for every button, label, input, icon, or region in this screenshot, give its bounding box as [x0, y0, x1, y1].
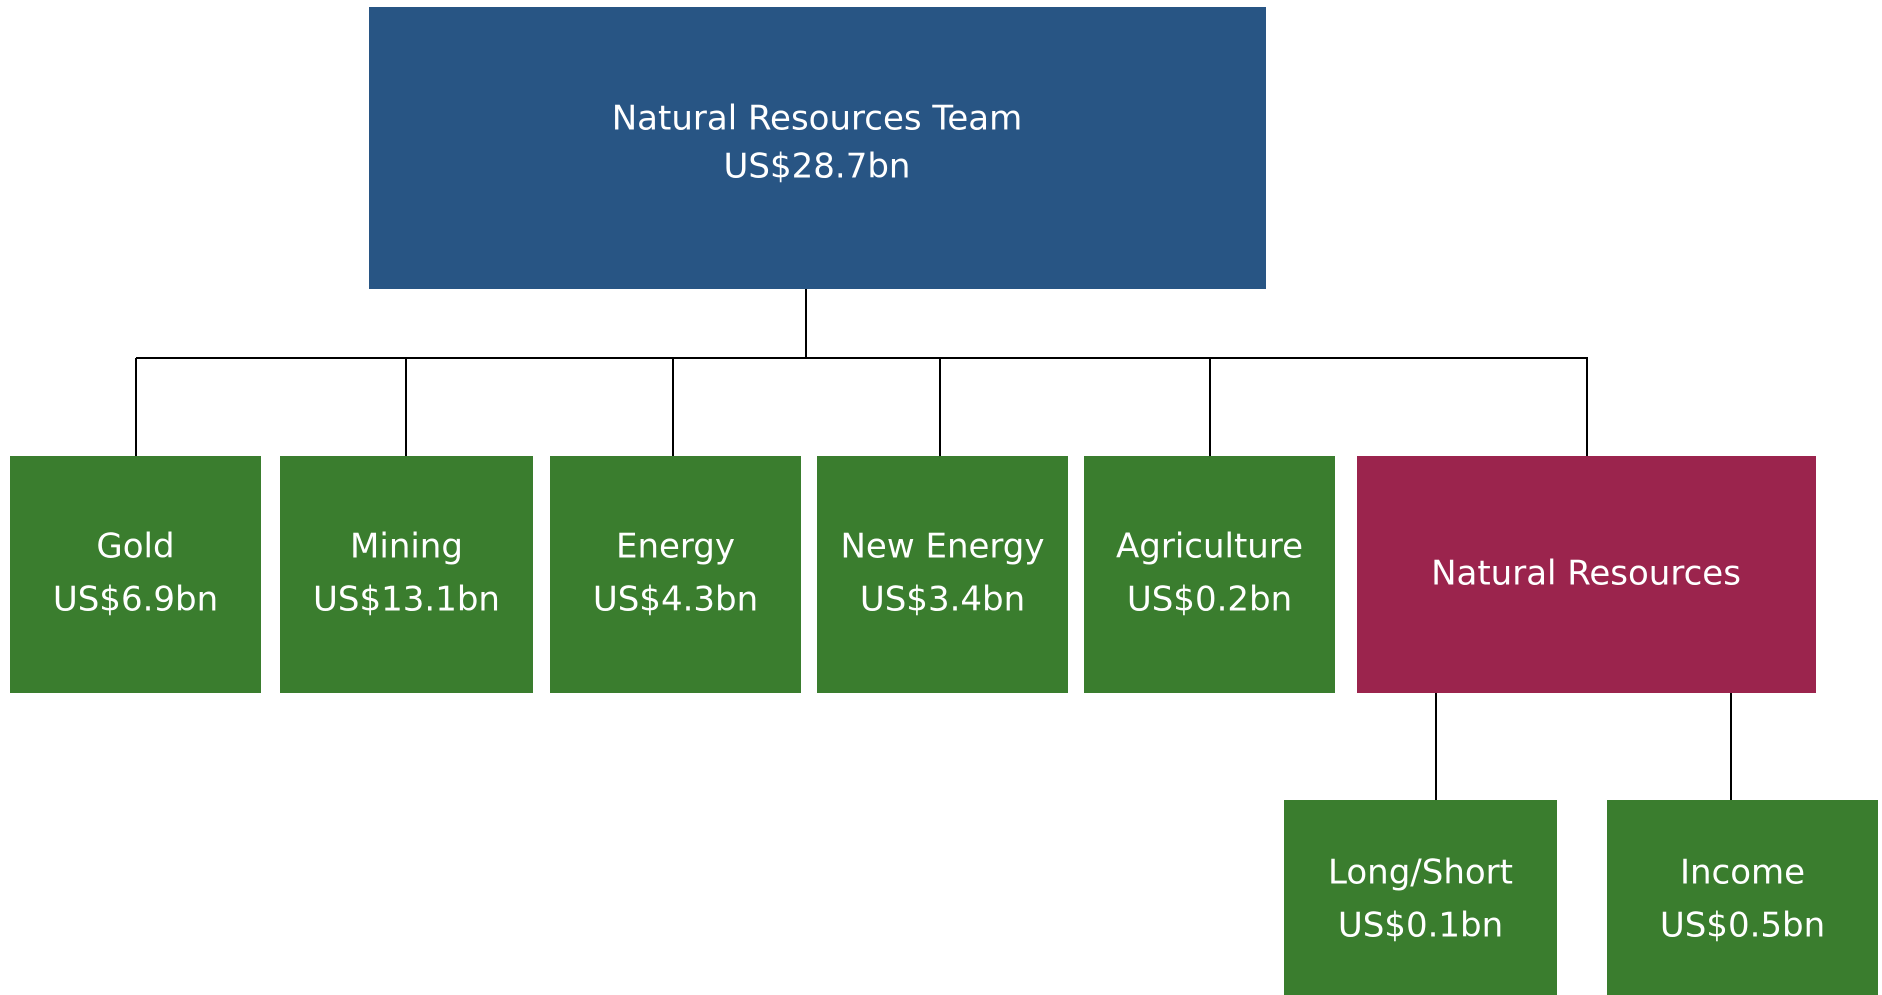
node-box	[1607, 800, 1878, 995]
node-value: US$6.9bn	[53, 580, 218, 620]
node-value: US$3.4bn	[860, 580, 1025, 620]
node-value: US$0.1bn	[1338, 906, 1503, 946]
node-value: US$4.3bn	[593, 580, 758, 620]
node-label: Energy	[616, 527, 735, 567]
node-box	[10, 456, 261, 693]
node-value: US$0.5bn	[1660, 906, 1825, 946]
node-box	[280, 456, 533, 693]
node-label: Mining	[350, 527, 463, 567]
natural-resources-label: Natural Resources	[1431, 554, 1741, 594]
root-value: US$28.7bn	[724, 147, 911, 187]
node-box	[817, 456, 1068, 693]
node-label: Gold	[96, 527, 174, 567]
node-box	[1084, 456, 1335, 693]
natural-resources-box	[1357, 456, 1816, 693]
node-value: US$0.2bn	[1127, 580, 1292, 620]
node-box	[1284, 800, 1557, 995]
node-label: New Energy	[841, 527, 1045, 567]
connectors	[135, 289, 1732, 800]
node-label: Agriculture	[1116, 527, 1303, 567]
root-box	[369, 7, 1266, 289]
root-label: Natural Resources Team	[612, 99, 1023, 139]
node-value: US$13.1bn	[313, 580, 500, 620]
node-label: Long/Short	[1328, 853, 1513, 893]
node-label: Income	[1680, 853, 1805, 893]
node-box	[550, 456, 801, 693]
